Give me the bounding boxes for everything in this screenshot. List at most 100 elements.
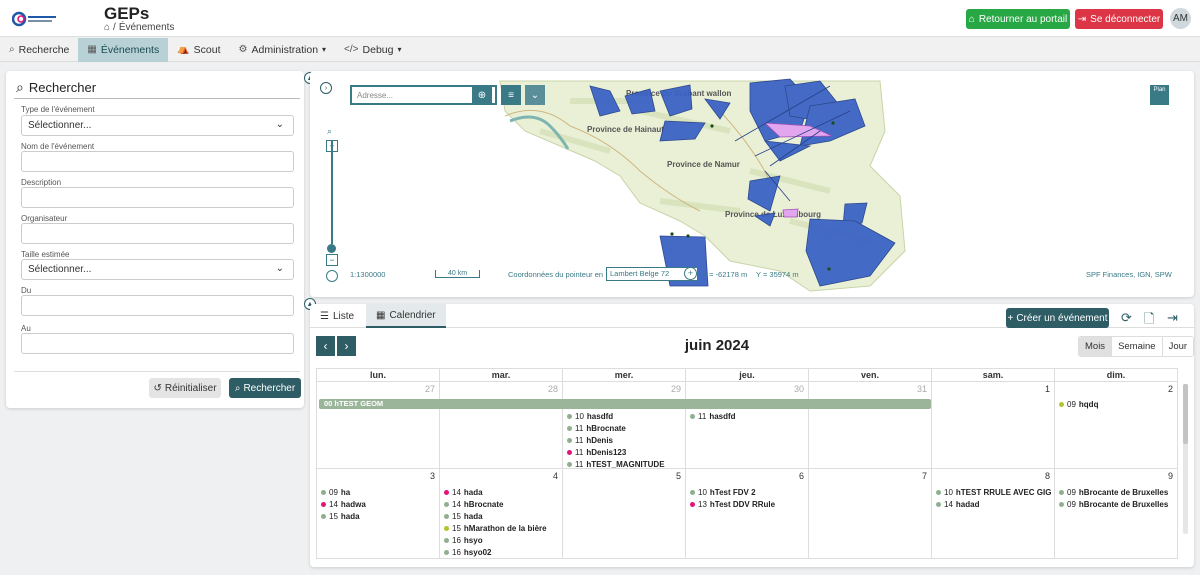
view-month-button[interactable]: Mois — [1079, 337, 1113, 356]
zoom-slider[interactable]: ⌕ + − — [326, 126, 338, 286]
calendar-day[interactable]: 28 — [440, 382, 563, 468]
size-select[interactable]: Sélectionner... ⌄ — [21, 259, 294, 280]
return-portal-button[interactable]: ⌂ Retourner au portail — [966, 9, 1070, 29]
event-status-dot — [690, 489, 695, 495]
event-title: hada — [340, 511, 360, 521]
calendar-event[interactable]: 13 hTest DDV RRule — [686, 498, 808, 510]
zoom-out-button[interactable]: − — [326, 254, 338, 266]
layers-button[interactable]: ⌄ — [525, 85, 545, 105]
refresh-icon[interactable]: ⟳ — [1121, 310, 1132, 325]
calendar-event[interactable]: 10 hTest FDV 2 — [686, 486, 808, 498]
calendar-event[interactable]: 14 hBrocnate — [440, 498, 562, 510]
nav-item-recherche[interactable]: ⌕ Recherche — [0, 38, 78, 62]
menu-button[interactable]: ≡ — [501, 85, 521, 105]
calendar-day[interactable]: 4 14 hada 14 hBrocnate 15 hada 15 hMarathon de l… — [440, 469, 563, 558]
view-week-button[interactable]: Semaine — [1112, 337, 1163, 356]
calendar-event[interactable]: 10 hTEST RRULE AVEC GIG — [932, 486, 1054, 498]
calendar-event[interactable]: 11 hBrocnate — [563, 422, 685, 434]
calendar-day[interactable]: 8 10 hTEST RRULE AVEC GIG 14 hadad — [932, 469, 1055, 558]
calendar-event[interactable]: 15 hada — [440, 510, 562, 522]
weekday-label: ven. — [809, 369, 932, 381]
calendar-event[interactable]: 16 hsyo02 — [440, 546, 562, 558]
tab-calendar[interactable]: ▦ Calendrier — [366, 304, 446, 328]
map-scale-text: 1:1300000 — [350, 270, 386, 279]
nav-item-evenements[interactable]: ▦ Événements — [78, 37, 169, 62]
map-sidebar-toggle[interactable]: › — [320, 82, 332, 94]
chevron-down-icon: ⌄ — [530, 89, 540, 101]
calendar-day[interactable]: 7 — [809, 469, 932, 558]
event-title: hTEST RRULE AVEC GIG — [955, 487, 1052, 497]
calendar-event[interactable]: 11 hDenis — [563, 434, 685, 446]
description-input[interactable] — [21, 187, 294, 208]
event-time: 16 — [452, 535, 461, 545]
nav-item-scout[interactable]: ⛺ Scout — [168, 38, 229, 62]
view-day-button[interactable]: Jour — [1162, 337, 1194, 356]
locate-button[interactable]: ⊕ — [472, 85, 492, 105]
address-search-input[interactable]: Adresse... ⌕ — [350, 85, 497, 105]
calendar-day[interactable]: 3 09 ha 14 hadwa 15 hada — [317, 469, 440, 558]
map-home-button[interactable] — [326, 270, 338, 282]
search-button[interactable]: ⌕ Rechercher — [229, 378, 301, 398]
plan-button[interactable]: Plan — [1150, 85, 1169, 105]
event-time: 16 — [452, 547, 461, 557]
calendar-event[interactable]: 11 hTEST_MAGNITUDE — [563, 458, 685, 470]
to-label: Au — [21, 324, 31, 333]
event-status-dot — [567, 449, 572, 455]
create-event-button[interactable]: + Créer un événement — [1006, 308, 1109, 328]
calendar-event[interactable]: 16 hsyo — [440, 534, 562, 546]
calendar-event[interactable]: 14 hadwa — [317, 498, 439, 510]
event-title: hTEST_MAGNITUDE — [586, 459, 665, 469]
nav-item-debug[interactable]: </> Debug ▾ — [335, 38, 410, 62]
scrollbar-thumb[interactable] — [1183, 384, 1188, 444]
map-event-point — [686, 234, 690, 238]
calendar-day[interactable]: 5 — [563, 469, 686, 558]
reset-button[interactable]: ↺ Réinitialiser — [149, 378, 221, 398]
gear-icon: ⚙ — [238, 44, 248, 55]
to-date-input[interactable] — [21, 333, 294, 354]
calendar-day[interactable]: 29 10 hasdfd 11 hBrocnate 11 hDenis 11 hDenis123… — [563, 382, 686, 470]
calendar-scrollbar[interactable] — [1183, 384, 1188, 534]
calendar-event[interactable]: 09 hBrocante de Bruxelles — [1055, 486, 1177, 498]
zoom-handle[interactable] — [327, 244, 336, 253]
calendar-event[interactable]: 11 hasdfd — [686, 410, 808, 422]
calendar-event[interactable]: 15 hMarathon de la bière — [440, 522, 562, 534]
export-icon[interactable]: ⇥ — [1167, 310, 1178, 325]
calendar-event[interactable]: 14 hada — [440, 486, 562, 498]
calendar-event[interactable]: 09 ha — [317, 486, 439, 498]
event-title: ha — [340, 487, 351, 497]
menu-icon: ≡ — [508, 89, 514, 101]
calendar-day[interactable]: 9 09 hBrocante de Bruxelles 09 hBrocante de … — [1055, 469, 1178, 558]
logout-button[interactable]: ⇥ Se déconnecter — [1075, 9, 1163, 29]
next-month-button[interactable]: › — [337, 336, 356, 356]
multi-day-event[interactable]: 00 hTEST GEOM — [319, 399, 931, 409]
calendar-event[interactable]: 11 hDenis123 — [563, 446, 685, 458]
event-title: hada — [463, 487, 483, 497]
calendar-event[interactable]: 09 hBrocante de Bruxelles — [1055, 498, 1177, 510]
document-icon[interactable]: 🗋 — [1144, 311, 1155, 326]
organizer-input[interactable] — [21, 223, 294, 244]
calendar-day[interactable]: 30 11 hasdfd — [686, 382, 809, 468]
calendar-event[interactable]: 15 hada — [317, 510, 439, 522]
projection-select[interactable]: Lambert Belge 72 — [606, 267, 698, 281]
calendar-event[interactable]: 09 hqdq — [1055, 398, 1177, 410]
type-select[interactable]: Sélectionner... ⌄ — [21, 115, 294, 136]
calendar-day[interactable]: 31 — [809, 382, 932, 468]
map-event-point — [831, 121, 835, 125]
home-icon[interactable]: ⌂ — [104, 22, 111, 33]
calendar-day[interactable]: 2 09 hqdq — [1055, 382, 1178, 468]
from-date-input[interactable] — [21, 295, 294, 316]
event-time: 09 — [1067, 499, 1076, 509]
calendar-day[interactable]: 6 10 hTest FDV 2 13 hTest DDV RRule — [686, 469, 809, 558]
logo-icon[interactable] — [12, 9, 60, 29]
prev-month-button[interactable]: ‹ — [316, 336, 335, 356]
nav-item-administration[interactable]: ⚙ Administration ▾ — [230, 38, 336, 62]
name-input[interactable] — [21, 151, 294, 172]
calendar-day[interactable]: 1 — [932, 382, 1055, 468]
calendar-event[interactable]: 10 hasdfd — [563, 410, 685, 422]
map-highlight-polygon — [782, 208, 799, 218]
user-avatar[interactable]: AM — [1170, 8, 1191, 29]
tab-list[interactable]: ☰ Liste — [310, 304, 364, 328]
add-projection-button[interactable]: + — [684, 267, 697, 280]
calendar-event[interactable]: 14 hadad — [932, 498, 1054, 510]
calendar-day[interactable]: 27 — [317, 382, 440, 468]
